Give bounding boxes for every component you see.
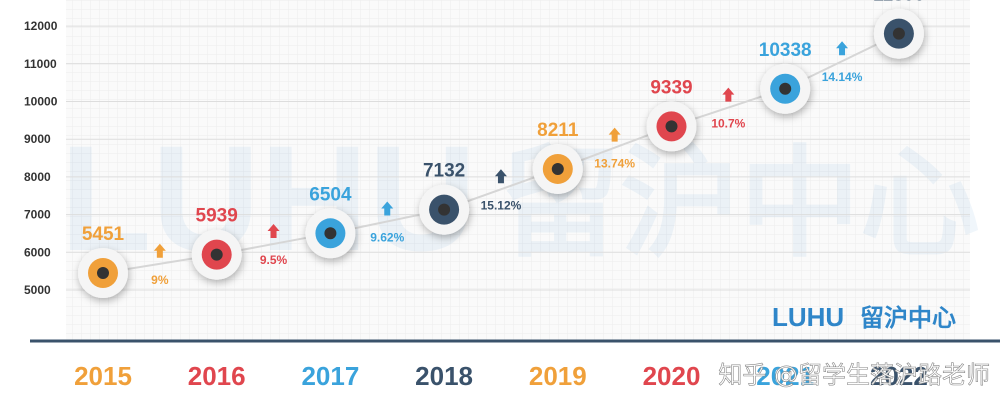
y-tick-label: 8000	[24, 170, 51, 184]
x-tick-label: 2017	[301, 361, 359, 391]
growth-label: 15.12%	[481, 198, 522, 212]
data-point	[532, 143, 583, 194]
y-tick-label: 7000	[24, 208, 51, 222]
x-tick-label: 2019	[529, 361, 587, 391]
value-label: 9339	[650, 77, 692, 98]
growth-arrow-icon	[153, 243, 166, 258]
growth-arrow-icon	[722, 87, 735, 102]
growth-label: 9.62%	[370, 230, 404, 244]
y-tick-label: 6000	[24, 245, 51, 259]
value-label: 5939	[196, 206, 238, 227]
data-point	[760, 63, 811, 114]
x-tick-label: 2015	[74, 361, 132, 391]
growth-label: 10.7%	[711, 117, 745, 131]
value-label: 10338	[759, 40, 812, 61]
point-center	[438, 203, 451, 216]
x-tick-label: 2022	[870, 361, 928, 391]
x-tick-label: 2021	[756, 361, 814, 391]
point-center	[892, 27, 905, 40]
value-label: 5451	[82, 224, 125, 245]
growth-arrow-icon	[608, 127, 621, 142]
point-center	[551, 162, 564, 175]
zhihu-watermark: 知乎 @留学生落沪路老师	[718, 361, 990, 389]
y-axis: 5000 6000 7000 8000 9000 10000 11000 12000	[24, 19, 58, 297]
growth-arrow-icon	[267, 223, 280, 238]
point-center	[210, 248, 223, 261]
x-tick-label: 2020	[643, 361, 701, 391]
data-point	[419, 184, 470, 235]
growth-labels: 9% 9.5% 9.62% 15.12% 13.74% 10.7% 14.14%	[151, 41, 863, 287]
y-tick-label: 9000	[24, 132, 51, 146]
y-tick-label: 10000	[24, 95, 58, 109]
growth-arrow-icon	[381, 201, 394, 216]
data-point	[305, 208, 356, 259]
point-center	[665, 120, 678, 133]
grid-background	[66, 0, 970, 340]
logo-cn: 留沪中心	[860, 305, 956, 332]
point-center	[324, 227, 337, 240]
data-point	[191, 229, 242, 280]
data-point	[646, 101, 697, 152]
point-center	[97, 266, 109, 279]
background-watermark: LUHU	[60, 114, 477, 282]
growth-label: 9.5%	[260, 253, 288, 267]
y-tick-label: 11000	[24, 57, 57, 71]
luhu-logo: LUHU 留沪中心	[772, 302, 956, 332]
value-label: 11800	[873, 0, 925, 6]
value-label: 6504	[309, 184, 352, 205]
data-point	[873, 8, 924, 59]
data-points	[78, 8, 924, 298]
value-label: 8211	[537, 120, 579, 141]
growth-label: 14.14%	[822, 70, 863, 84]
growth-arrow-icon	[494, 169, 507, 184]
growth-label: 9%	[151, 273, 169, 287]
logo-brand: LUHU	[772, 302, 844, 332]
x-tick-label: 2018	[415, 361, 473, 391]
data-point	[78, 247, 128, 298]
y-tick-label: 12000	[24, 19, 58, 33]
y-tick-label: 5000	[24, 283, 51, 297]
growth-label: 13.74%	[594, 157, 635, 171]
point-center	[779, 82, 792, 95]
x-axis: 2015 2016 2017 2018 2019 2020 2021 2022	[74, 361, 928, 391]
growth-arrow-icon	[836, 41, 849, 56]
x-tick-label: 2016	[188, 361, 246, 391]
value-label: 7132	[423, 161, 465, 182]
value-labels: 5451 5939 6504 7132 8211 9339 10338 11800	[82, 0, 925, 245]
